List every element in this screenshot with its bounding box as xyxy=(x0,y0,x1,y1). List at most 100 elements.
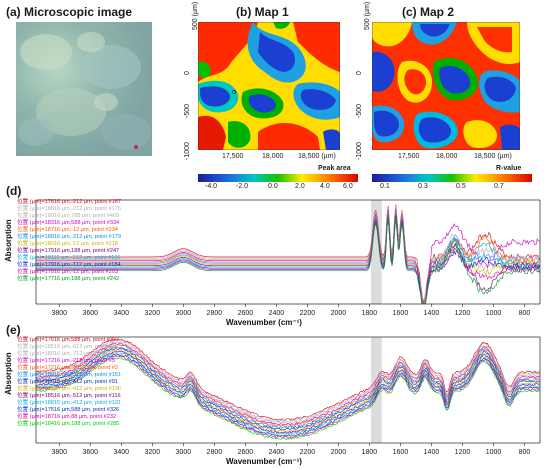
x-tick-label: 2600 xyxy=(238,310,254,317)
map2-cb-tick-1: 0.3 xyxy=(418,183,428,190)
map2-x-tick-17500: 17,500 xyxy=(398,153,420,160)
map2-y-tick-minus1000: -1000 xyxy=(356,142,363,160)
map1-cb-tick-3: 2.0 xyxy=(295,183,305,190)
legend-entry: 位置 (µm)=18116 µm,-212 µm, point #166 xyxy=(17,255,121,261)
legend-entry: 位置 (µm)=17616 µm,-212 µm, point #167 xyxy=(17,199,122,205)
panel-a-title: (a) Microscopic image xyxy=(6,5,133,19)
x-tick-label: 800 xyxy=(519,310,531,317)
map2-y-tick-minus500: -500 xyxy=(356,103,363,118)
x-tick-label: 3600 xyxy=(82,449,98,456)
spectrum-line xyxy=(36,218,540,304)
legend-entry: 位置 (µm)=18416 µm,188 µm, point #285 xyxy=(17,421,120,427)
legend-entry: 位置 (µm)=18316 µm,588 µm, point #334 xyxy=(17,220,120,226)
panel-b-title: (b) Map 1 xyxy=(236,5,289,19)
x-tick-label: 1600 xyxy=(393,310,409,317)
x-tick-label: 1400 xyxy=(424,310,440,317)
x-tick-label: 3400 xyxy=(114,449,130,456)
map1-y-tick-minus1000: -1000 xyxy=(184,142,191,160)
spectrum-line xyxy=(36,214,540,304)
spectrum-line xyxy=(36,213,541,304)
microscopic-image xyxy=(16,22,152,156)
map1-cb-tick-2: 0.0 xyxy=(268,183,278,190)
map1-cb-tick-1: -2.0 xyxy=(236,183,249,190)
map2-y-tick-0: 0 xyxy=(356,71,363,75)
panel-d-ylabel: Absorption xyxy=(4,219,13,262)
legend-entry: 位置 (µm)=17616 µm,588 µm, point #327 xyxy=(17,337,120,343)
x-tick-label: 1800 xyxy=(362,449,378,456)
map1-colorbar xyxy=(198,174,358,182)
spectrum-line xyxy=(35,338,540,421)
map1-cb-tick-4: 4.0 xyxy=(320,183,330,190)
x-tick-label: 3400 xyxy=(114,310,130,317)
map1-x-tick-18000: 18,000 xyxy=(262,153,284,160)
panel-c-title: (c) Map 2 xyxy=(402,5,455,19)
map2-heatmap xyxy=(372,22,520,150)
x-tick-label: 3800 xyxy=(51,310,67,317)
spectrum-line xyxy=(36,206,541,302)
map2-y-tick-500: 500 (µm) xyxy=(364,1,371,30)
spectrum-line xyxy=(35,352,540,436)
panel-e-label: (e) xyxy=(6,323,21,337)
panel-d-xlabel: Wavenumber (cm⁻¹) xyxy=(226,318,302,327)
panel-d-legend: 位置 (µm)=17616 µm,-212 µm, point #167 位置 (… xyxy=(17,199,121,283)
map1-cb-tick-0: -4.0 xyxy=(205,183,218,190)
map1-y-tick-0: 0 xyxy=(184,71,191,75)
legend-entry: 位置 (µm)=18716 µm,88 µm, point #232 xyxy=(17,414,117,420)
spectrum-line xyxy=(36,215,540,304)
legend-entry: 位置 (µm)=18816 µm,-212 µm, point #176 xyxy=(17,206,122,212)
panel-d-label: (d) xyxy=(6,184,22,198)
legend-entry: 位置 (µm)=17916 µm,-112 µm, point #184 xyxy=(17,262,121,268)
legend-entry: 位置 (µm)=18516 µm,-612 µm, point #96 xyxy=(17,344,118,350)
x-tick-label: 2400 xyxy=(269,449,285,456)
x-tick-label: 3000 xyxy=(176,449,192,456)
spectrum-line xyxy=(35,342,540,426)
map1-x-tick-18500: 18,500 (µm) xyxy=(298,153,336,160)
x-tick-label: 3000 xyxy=(176,310,192,317)
x-tick-label: 1800 xyxy=(362,310,378,317)
legend-entry: 位置 (µm)=18016 µm,-712 µm, point #75 xyxy=(17,351,118,357)
x-tick-label: 3200 xyxy=(145,449,161,456)
map2-x-tick-18000: 18,000 xyxy=(436,153,458,160)
x-tick-label: 2200 xyxy=(300,310,316,317)
x-tick-label: 1400 xyxy=(424,449,440,456)
legend-entry: 位置 (µm)=17216 µm,-1012 µm, point #3 xyxy=(17,365,118,371)
legend-entry: 位置 (µm)=18816 µm,-412 µm, point #131 xyxy=(17,400,122,406)
x-tick-label: 2400 xyxy=(269,310,285,317)
x-tick-label: 1000 xyxy=(486,310,502,317)
legend-entry: 位置 (µm)=18016 µm,788 µm, point #469 xyxy=(17,213,120,219)
legend-entry: 位置 (µm)=18716 µm,-12 µm, point #234 xyxy=(17,227,118,233)
spectrum-line xyxy=(35,349,540,433)
map2-cb-tick-3: 0.7 xyxy=(494,183,504,190)
map2-x-tick-18500: 18,500 (µm) xyxy=(474,153,512,160)
map1-colorbar-label: Peak area xyxy=(318,165,351,172)
x-tick-label: 1200 xyxy=(455,449,471,456)
x-tick-label: 1000 xyxy=(486,449,502,456)
panel-d-spectra: 3800 3600 3400 3200 3000 2800 2600 2400 2200 2000… xyxy=(35,199,541,317)
spectrum-line xyxy=(35,339,540,423)
map2-cb-tick-2: 0.5 xyxy=(456,183,466,190)
legend-entry: 位置 (µm)=18516 µm,-512 µm, point #116 xyxy=(17,393,121,399)
x-tick-label: 2000 xyxy=(331,449,347,456)
legend-entry: 位置 (µm)=17516 µm,588 µm, point #326 xyxy=(17,407,120,413)
x-tick-label: 3200 xyxy=(145,310,161,317)
legend-entry: 位置 (µm)=17716 µm,188 µm, point #242 xyxy=(17,276,120,282)
spectrum-line xyxy=(36,209,541,304)
map1-heatmap xyxy=(198,22,340,150)
x-tick-label: 2200 xyxy=(300,449,316,456)
x-tick-label: 3800 xyxy=(51,449,67,456)
panel-e-spectra: 3800 3600 3400 3200 3000 2800 2600 2400 2200 2000… xyxy=(35,336,541,456)
x-tick-label: 1200 xyxy=(455,310,471,317)
panel-e-ylabel: Absorption xyxy=(4,352,13,395)
map2-colorbar xyxy=(372,174,532,182)
shaded-band xyxy=(370,200,382,304)
x-tick-label: 800 xyxy=(519,449,531,456)
x-tick-label: 2600 xyxy=(238,449,254,456)
legend-entry: 位置 (µm)=18816 µm,-212 µm, point #179 xyxy=(17,234,122,240)
x-tick-label: 3600 xyxy=(82,310,98,317)
legend-entry: 位置 (µm)=18016 µm,-312 µm, point #151 xyxy=(17,372,122,378)
legend-entry: 位置 (µm)=17216 µm,-212 µm, point #5 xyxy=(17,358,115,364)
panel-e-legend: 位置 (µm)=17616 µm,588 µm, point #327 位置 (µ… xyxy=(17,337,121,428)
spectrum-line xyxy=(36,207,540,301)
spectrum-line xyxy=(35,344,540,428)
legend-entry: 位置 (µm)=17916 µm,188 µm, point #247 xyxy=(17,248,120,254)
